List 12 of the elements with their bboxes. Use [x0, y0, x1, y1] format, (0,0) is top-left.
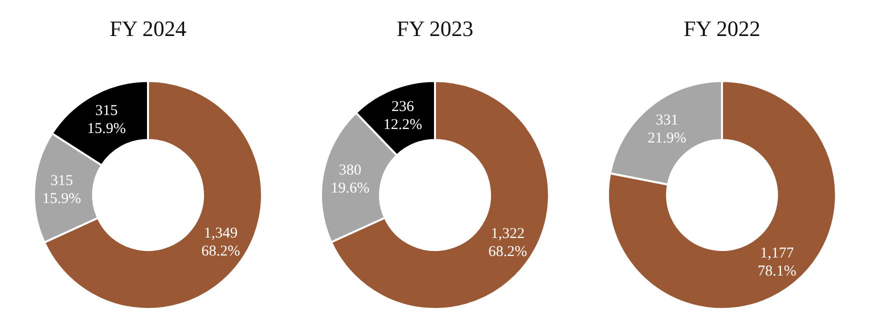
donut-slice: [607, 80, 837, 310]
chart-title: FY 2023: [396, 16, 474, 41]
data-label: 1,322 68.2%: [488, 226, 528, 260]
data-label: 315 15.9%: [87, 103, 126, 138]
data-label: 380 19.6%: [330, 162, 370, 197]
data-label: 236 12.2%: [383, 98, 422, 133]
data-label: 315 15.9%: [42, 172, 82, 207]
data-label: 331 21.9%: [648, 112, 686, 146]
chart-title: FY 2024: [110, 16, 186, 41]
chart-title: FY 2022: [684, 16, 760, 41]
data-label: 1,349 68.2%: [201, 226, 240, 260]
data-label: 1,177 78.1%: [758, 246, 796, 280]
